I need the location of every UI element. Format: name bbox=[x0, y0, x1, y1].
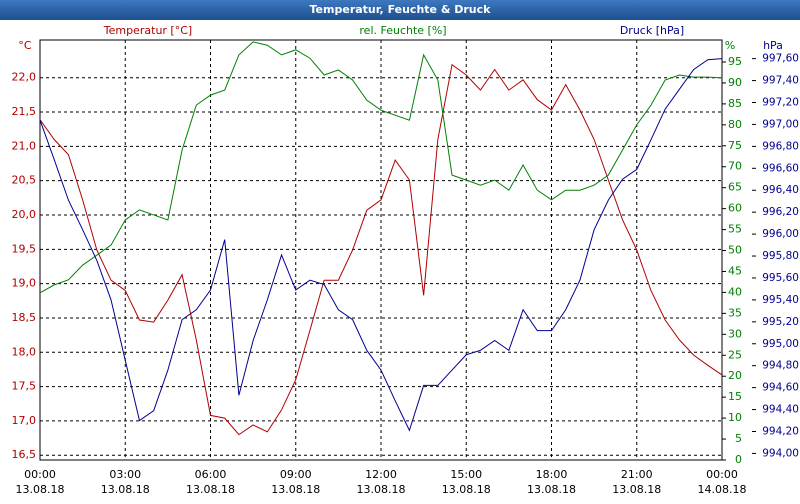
y-tick-label: 17,0 bbox=[12, 414, 37, 427]
title-bar bbox=[0, 0, 800, 20]
y3-tick-label: 996,80 bbox=[762, 140, 799, 152]
y2-tick-label: 0 bbox=[735, 453, 742, 466]
x-tick-date: 13.08.18 bbox=[527, 483, 576, 496]
y2-tick-label: 10 bbox=[728, 411, 742, 424]
y3-tick-label: 997,20 bbox=[762, 97, 799, 109]
y2-tick-label: 75 bbox=[728, 139, 742, 152]
y2-tick-label: 35 bbox=[728, 306, 742, 319]
y2-tick-label: 15 bbox=[728, 390, 742, 403]
y3-tick-label: 995,40 bbox=[762, 294, 799, 306]
y3-tick-label: 995,00 bbox=[762, 338, 799, 350]
y-tick-label: 18,0 bbox=[12, 345, 37, 358]
y3-tick-label: 997,60 bbox=[762, 53, 799, 65]
y3-tick-label: 997,00 bbox=[762, 118, 799, 130]
y3-tick-label: 997,40 bbox=[762, 75, 799, 87]
y3-tick-label: 994,40 bbox=[762, 404, 799, 416]
y2-tick-label: 40 bbox=[728, 285, 742, 298]
y3-tick-label: 994,80 bbox=[762, 360, 799, 372]
y-tick-label: 19,5 bbox=[12, 242, 37, 255]
y2-tick-label: 95 bbox=[728, 55, 742, 68]
y-tick-label: 22,0 bbox=[12, 71, 37, 84]
y3-tick-label: 995,20 bbox=[762, 316, 799, 328]
y2-tick-label: 25 bbox=[728, 348, 742, 361]
y3-tick-label: 994,60 bbox=[762, 382, 799, 394]
y3-tick-label: 996,40 bbox=[762, 184, 799, 196]
x-tick-label: 06:00 bbox=[195, 468, 227, 481]
y2-unit: % bbox=[725, 39, 735, 52]
y2-tick-label: 90 bbox=[728, 76, 742, 89]
series-line bbox=[39, 41, 723, 294]
x-tick-label: 12:00 bbox=[365, 468, 397, 481]
y3-tick-label: 996,00 bbox=[762, 228, 799, 240]
y3-tick-label: 996,60 bbox=[762, 162, 799, 174]
x-tick-date: 13.08.18 bbox=[442, 483, 491, 496]
y3-axis-label: Druck [hPa] bbox=[620, 24, 684, 37]
y3-tick-label: 995,80 bbox=[762, 250, 799, 262]
y-tick-label: 16,5 bbox=[12, 448, 37, 461]
y-axis-label: Temperatur [°C] bbox=[103, 24, 192, 37]
y2-tick-label: 55 bbox=[728, 223, 742, 236]
y2-tick-label: 50 bbox=[728, 244, 742, 257]
y2-tick-label: 30 bbox=[728, 327, 742, 340]
x-tick-label: 09:00 bbox=[280, 468, 312, 481]
x-tick-label: 03:00 bbox=[109, 468, 141, 481]
y3-tick-label: 994,20 bbox=[762, 425, 799, 437]
y2-axis-label: rel. Feuchte [%] bbox=[359, 24, 446, 37]
y2-tick-label: 20 bbox=[728, 369, 742, 382]
x-tick-date: 13.08.18 bbox=[101, 483, 150, 496]
x-tick-label: 15:00 bbox=[450, 468, 482, 481]
series-line bbox=[39, 58, 723, 432]
x-tick-date: 13.08.18 bbox=[16, 483, 65, 496]
chart-title: Temperatur, Feuchte & Druck bbox=[310, 3, 492, 16]
y2-tick-label: 5 bbox=[735, 432, 742, 445]
x-tick-date: 13.08.18 bbox=[357, 483, 406, 496]
y-tick-label: 18,5 bbox=[12, 311, 37, 324]
x-tick-date: 13.08.18 bbox=[186, 483, 235, 496]
y2-tick-label: 85 bbox=[728, 97, 742, 110]
x-tick-label: 18:00 bbox=[536, 468, 568, 481]
y-tick-label: 19,0 bbox=[12, 277, 37, 290]
x-tick-date: 14.08.18 bbox=[698, 483, 747, 496]
series-line bbox=[39, 63, 723, 436]
y-tick-label: 20,0 bbox=[12, 208, 37, 221]
y-tick-label: 21,0 bbox=[12, 139, 37, 152]
y2-tick-label: 80 bbox=[728, 118, 742, 131]
y3-unit: hPa bbox=[763, 39, 783, 52]
y2-tick-label: 65 bbox=[728, 181, 742, 194]
y2-tick-label: 45 bbox=[728, 264, 742, 277]
y-tick-label: 21,5 bbox=[12, 105, 37, 118]
y3-tick-label: 994,00 bbox=[762, 447, 799, 459]
x-tick-label: 00:00 bbox=[706, 468, 738, 481]
y-tick-label: 20,5 bbox=[12, 174, 37, 187]
y-tick-label: 17,5 bbox=[12, 380, 37, 393]
y2-tick-label: 60 bbox=[728, 202, 742, 215]
x-tick-label: 21:00 bbox=[621, 468, 653, 481]
y3-tick-label: 995,60 bbox=[762, 272, 799, 284]
y-unit: °C bbox=[18, 39, 32, 52]
x-tick-date: 13.08.18 bbox=[612, 483, 661, 496]
y2-tick-label: 70 bbox=[728, 160, 742, 173]
x-tick-label: 00:00 bbox=[24, 468, 56, 481]
x-tick-date: 13.08.18 bbox=[271, 483, 320, 496]
y3-tick-label: 996,20 bbox=[762, 206, 799, 218]
